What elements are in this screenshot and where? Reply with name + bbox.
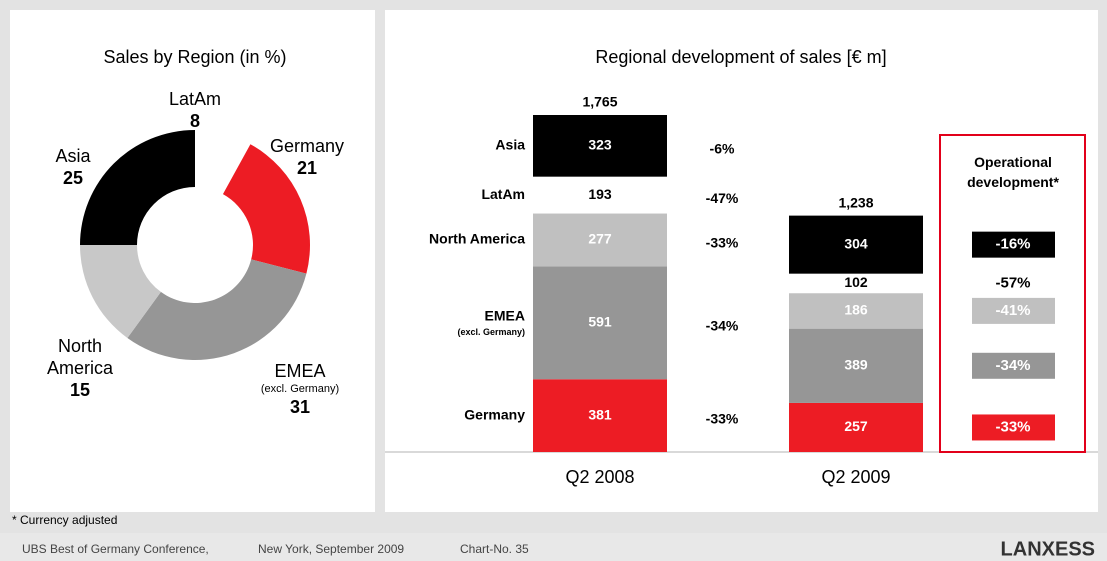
total-label: 1,238	[838, 194, 873, 210]
donut-segment	[80, 130, 195, 245]
segment-label: LatAm 8	[145, 88, 245, 132]
operational-label: -34%	[995, 357, 1030, 374]
bar-segment	[789, 293, 923, 329]
category-name: EMEA	[274, 361, 326, 381]
series-name: North America	[429, 231, 525, 247]
footer-text: UBS Best of Germany Conference,	[22, 542, 209, 556]
bar-segment	[789, 328, 923, 403]
bar-segment	[533, 115, 667, 177]
value-label: 25	[62, 168, 84, 188]
donut-segment	[222, 144, 310, 274]
operational-label: -16%	[995, 236, 1030, 253]
logo: LANXESS	[1001, 538, 1095, 560]
bar-segment	[533, 379, 667, 452]
donut-segment	[80, 245, 161, 339]
x-tick-label: Q2 2009	[821, 467, 890, 487]
bar-segment	[789, 215, 923, 274]
value-label: 381	[588, 406, 612, 422]
bar-segment	[533, 213, 667, 267]
donut-segment	[195, 130, 251, 195]
bar-title: Regional development of sales [€ m]	[595, 47, 886, 67]
operational-box	[972, 270, 1055, 297]
operational-box	[972, 352, 1055, 379]
pie-title: Sales by Region (in %)	[103, 47, 286, 67]
donut-segment	[127, 259, 307, 360]
series-name: Germany	[464, 406, 525, 422]
bar-segment	[789, 273, 923, 294]
value-label: 323	[588, 137, 612, 153]
total-label: 1,765	[582, 94, 617, 110]
value-label: 8	[189, 111, 200, 131]
bar-segment	[533, 266, 667, 380]
series-sublabel: (excl. Germany)	[457, 327, 525, 337]
category-name: Asia	[55, 146, 91, 166]
segment-label: North America 15	[45, 335, 115, 401]
bar-segment	[533, 176, 667, 214]
category-name: Germany	[269, 136, 345, 156]
value-label: 102	[844, 274, 868, 290]
value-label: 389	[844, 356, 868, 372]
operational-box	[972, 297, 1055, 324]
operational-label: -57%	[995, 274, 1030, 291]
operational-box	[972, 414, 1055, 441]
value-label: 193	[588, 186, 612, 202]
value-label: 31	[289, 397, 311, 417]
footer-text: New York, September 2009	[258, 542, 404, 556]
segment-label: Germany 21	[257, 135, 357, 179]
segment-label: EMEA (excl. Germany) 31	[240, 360, 360, 418]
left-panel	[10, 10, 375, 512]
operational-label: -41%	[995, 302, 1030, 319]
footer-text: Chart-No. 35	[460, 542, 529, 556]
value-label: 257	[844, 418, 868, 434]
value-label: 15	[69, 380, 91, 400]
category-name: LatAm	[168, 89, 222, 109]
value-label: 277	[588, 231, 612, 247]
category-sublabel: (excl. Germany)	[260, 383, 340, 395]
footnote: * Currency adjusted	[12, 513, 117, 527]
operational-frame	[939, 134, 1086, 453]
change-label: -33%	[706, 410, 739, 426]
value-label: 186	[844, 302, 868, 318]
change-label: -6%	[710, 141, 735, 157]
change-label: -33%	[706, 235, 739, 251]
series-name: Asia	[495, 137, 525, 153]
series-name: EMEA	[485, 308, 525, 324]
bar-segment	[789, 402, 923, 452]
value-label: 21	[296, 158, 318, 178]
series-name: LatAm	[481, 186, 525, 202]
change-label: -34%	[706, 318, 739, 334]
operational-title: Operational development*	[967, 154, 1059, 190]
operational-box	[972, 231, 1055, 258]
operational-label: -33%	[995, 418, 1030, 435]
footer-bar	[0, 533, 1107, 561]
value-label: 591	[588, 314, 612, 330]
x-tick-label: Q2 2008	[565, 467, 634, 487]
value-label: 304	[844, 235, 868, 251]
change-label: -47%	[706, 190, 739, 206]
segment-label: Asia 25	[43, 145, 103, 189]
category-name: North America	[46, 336, 113, 378]
